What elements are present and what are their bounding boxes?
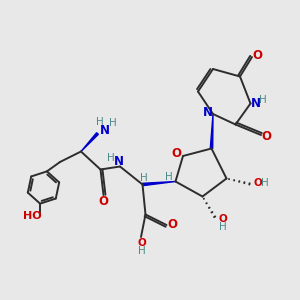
- Text: H: H: [165, 172, 173, 182]
- Text: O: O: [137, 238, 146, 248]
- Text: H: H: [140, 173, 148, 183]
- Text: N: N: [202, 106, 213, 119]
- Polygon shape: [210, 114, 213, 148]
- Text: H: H: [107, 153, 115, 163]
- Text: O: O: [252, 49, 262, 62]
- Text: N: N: [251, 97, 261, 110]
- Text: O: O: [171, 147, 182, 160]
- Text: H: H: [219, 222, 226, 233]
- Text: N: N: [113, 155, 124, 169]
- Text: HO: HO: [23, 211, 42, 220]
- Text: O: O: [167, 218, 178, 231]
- Text: O: O: [261, 130, 272, 143]
- Text: O: O: [98, 195, 108, 208]
- Text: N: N: [100, 124, 110, 137]
- Polygon shape: [81, 133, 98, 152]
- Text: H: H: [138, 246, 146, 256]
- Text: H: H: [109, 118, 116, 128]
- Text: H: H: [259, 95, 267, 105]
- Text: O: O: [253, 178, 262, 188]
- Text: H: H: [96, 117, 104, 127]
- Text: H: H: [261, 178, 269, 188]
- Text: O: O: [218, 214, 227, 224]
- Polygon shape: [142, 182, 176, 186]
